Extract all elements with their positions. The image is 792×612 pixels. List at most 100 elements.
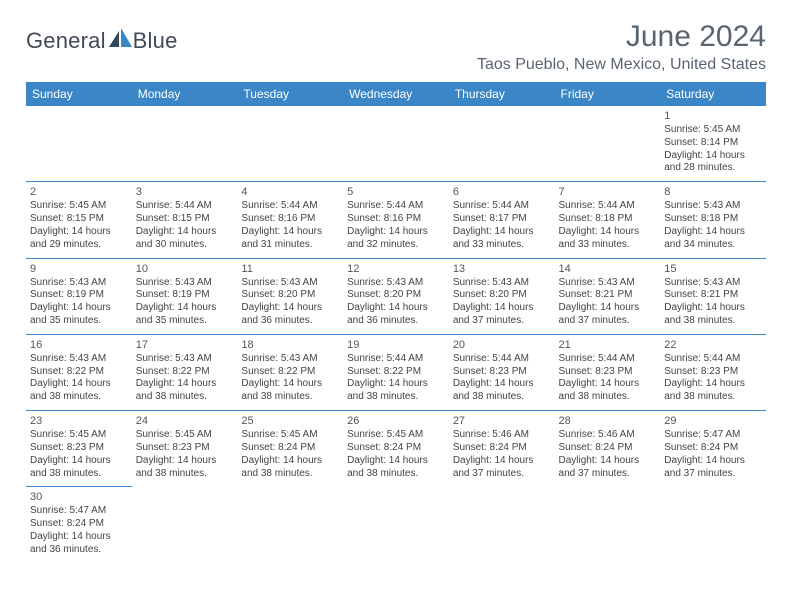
calendar-week-row: 1Sunrise: 5:45 AMSunset: 8:14 PMDaylight… — [26, 106, 766, 182]
day-info-line: Sunset: 8:21 PM — [664, 289, 762, 302]
day-info-line: Sunrise: 5:43 AM — [241, 353, 339, 366]
day-number: 4 — [241, 185, 339, 199]
day-info-line: Daylight: 14 hours — [30, 378, 128, 391]
day-info-line: and 38 minutes. — [664, 391, 762, 404]
day-info-line: and 38 minutes. — [347, 468, 445, 481]
day-info-line: and 38 minutes. — [136, 468, 234, 481]
day-info-line: and 34 minutes. — [664, 239, 762, 252]
day-info-line: Sunset: 8:24 PM — [30, 518, 128, 531]
day-info-line: Sunrise: 5:44 AM — [241, 200, 339, 213]
calendar-empty-cell — [132, 487, 238, 563]
day-number: 10 — [136, 262, 234, 276]
day-info-line: Sunset: 8:23 PM — [30, 442, 128, 455]
day-info-line: Sunrise: 5:45 AM — [241, 429, 339, 442]
day-info-line: Sunrise: 5:46 AM — [453, 429, 551, 442]
day-info-line: and 28 minutes. — [664, 162, 762, 175]
day-info-line: and 36 minutes. — [30, 544, 128, 557]
day-number: 5 — [347, 185, 445, 199]
day-number: 6 — [453, 185, 551, 199]
day-info-line: Daylight: 14 hours — [347, 226, 445, 239]
calendar-day-cell: 24Sunrise: 5:45 AMSunset: 8:23 PMDayligh… — [132, 411, 238, 487]
day-info-line: Sunset: 8:23 PM — [559, 366, 657, 379]
brand-name-2: Blue — [133, 28, 178, 54]
day-info-line: and 38 minutes. — [136, 391, 234, 404]
day-info-line: Daylight: 14 hours — [559, 226, 657, 239]
day-info-line: Sunrise: 5:43 AM — [664, 277, 762, 290]
day-info-line: and 38 minutes. — [241, 468, 339, 481]
calendar-empty-cell — [449, 106, 555, 182]
day-info-line: Sunset: 8:18 PM — [664, 213, 762, 226]
day-number: 18 — [241, 338, 339, 352]
calendar-day-cell: 29Sunrise: 5:47 AMSunset: 8:24 PMDayligh… — [660, 411, 766, 487]
calendar-empty-cell — [555, 106, 661, 182]
day-info-line: Daylight: 14 hours — [347, 455, 445, 468]
day-number: 12 — [347, 262, 445, 276]
calendar-empty-cell — [449, 487, 555, 563]
day-info-line: and 30 minutes. — [136, 239, 234, 252]
calendar-empty-cell — [343, 106, 449, 182]
day-info-line: Sunrise: 5:43 AM — [241, 277, 339, 290]
calendar-day-cell: 25Sunrise: 5:45 AMSunset: 8:24 PMDayligh… — [237, 411, 343, 487]
calendar-day-cell: 13Sunrise: 5:43 AMSunset: 8:20 PMDayligh… — [449, 258, 555, 334]
day-number: 2 — [30, 185, 128, 199]
day-info-line: and 38 minutes. — [664, 315, 762, 328]
day-number: 17 — [136, 338, 234, 352]
day-info-line: Sunset: 8:16 PM — [241, 213, 339, 226]
day-info-line: Daylight: 14 hours — [30, 226, 128, 239]
day-info-line: Sunset: 8:23 PM — [453, 366, 551, 379]
day-info-line: and 37 minutes. — [664, 468, 762, 481]
day-info-line: Sunrise: 5:44 AM — [347, 353, 445, 366]
day-info-line: Daylight: 14 hours — [453, 455, 551, 468]
day-info-line: Sunrise: 5:45 AM — [664, 124, 762, 137]
calendar-empty-cell — [343, 487, 449, 563]
day-info-line: and 37 minutes. — [559, 468, 657, 481]
day-info-line: Sunset: 8:17 PM — [453, 213, 551, 226]
day-info-line: Sunrise: 5:45 AM — [30, 200, 128, 213]
day-info-line: Sunset: 8:22 PM — [347, 366, 445, 379]
weekday-header: Friday — [555, 82, 661, 106]
day-info-line: Daylight: 14 hours — [136, 302, 234, 315]
day-number: 22 — [664, 338, 762, 352]
day-info-line: Daylight: 14 hours — [241, 455, 339, 468]
day-info-line: and 35 minutes. — [136, 315, 234, 328]
day-info-line: Sunrise: 5:44 AM — [136, 200, 234, 213]
day-info-line: Daylight: 14 hours — [453, 226, 551, 239]
day-info-line: Sunset: 8:16 PM — [347, 213, 445, 226]
calendar-week-row: 16Sunrise: 5:43 AMSunset: 8:22 PMDayligh… — [26, 334, 766, 410]
location-line: Taos Pueblo, New Mexico, United States — [477, 56, 766, 74]
calendar-day-cell: 30Sunrise: 5:47 AMSunset: 8:24 PMDayligh… — [26, 487, 132, 563]
weekday-header: Saturday — [660, 82, 766, 106]
day-info-line: and 38 minutes. — [347, 391, 445, 404]
day-info-line: Sunset: 8:22 PM — [136, 366, 234, 379]
day-info-line: and 38 minutes. — [241, 391, 339, 404]
day-info-line: and 37 minutes. — [453, 468, 551, 481]
day-info-line: Daylight: 14 hours — [664, 226, 762, 239]
day-number: 24 — [136, 414, 234, 428]
calendar-day-cell: 7Sunrise: 5:44 AMSunset: 8:18 PMDaylight… — [555, 182, 661, 258]
day-info-line: and 37 minutes. — [559, 315, 657, 328]
calendar-page: General Blue June 2024 Taos Pueblo, New … — [0, 0, 792, 573]
calendar-day-cell: 19Sunrise: 5:44 AMSunset: 8:22 PMDayligh… — [343, 334, 449, 410]
weekday-header-row: Sunday Monday Tuesday Wednesday Thursday… — [26, 82, 766, 106]
sail-icon — [107, 27, 133, 54]
day-info-line: Daylight: 14 hours — [136, 455, 234, 468]
day-info-line: Sunrise: 5:45 AM — [347, 429, 445, 442]
day-info-line: and 38 minutes. — [30, 391, 128, 404]
weekday-header: Wednesday — [343, 82, 449, 106]
day-info-line: Sunrise: 5:43 AM — [136, 277, 234, 290]
day-info-line: Sunrise: 5:43 AM — [30, 353, 128, 366]
calendar-empty-cell — [237, 487, 343, 563]
calendar-day-cell: 27Sunrise: 5:46 AMSunset: 8:24 PMDayligh… — [449, 411, 555, 487]
day-info-line: Daylight: 14 hours — [559, 302, 657, 315]
day-info-line: Daylight: 14 hours — [30, 531, 128, 544]
day-info-line: and 31 minutes. — [241, 239, 339, 252]
day-number: 28 — [559, 414, 657, 428]
day-number: 19 — [347, 338, 445, 352]
day-info-line: Sunrise: 5:43 AM — [30, 277, 128, 290]
day-info-line: Sunrise: 5:43 AM — [559, 277, 657, 290]
day-info-line: and 33 minutes. — [453, 239, 551, 252]
calendar-day-cell: 23Sunrise: 5:45 AMSunset: 8:23 PMDayligh… — [26, 411, 132, 487]
day-number: 26 — [347, 414, 445, 428]
day-info-line: Sunset: 8:21 PM — [559, 289, 657, 302]
day-info-line: Sunrise: 5:43 AM — [453, 277, 551, 290]
